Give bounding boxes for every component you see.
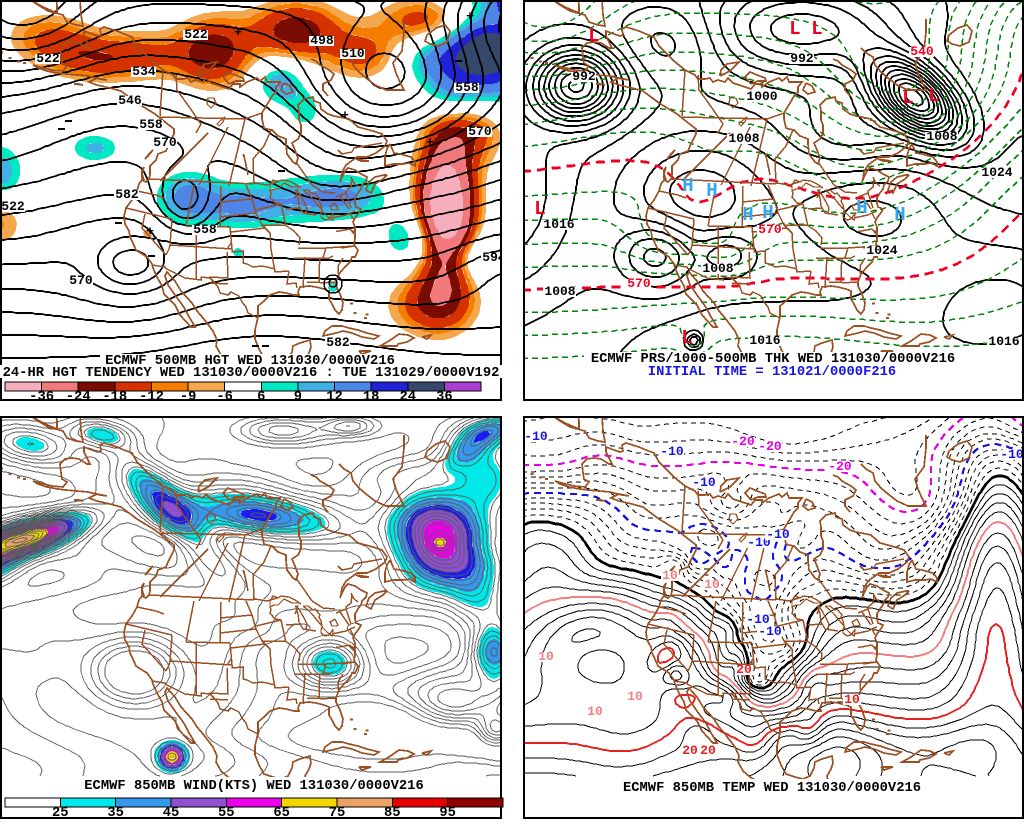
svg-text:L: L — [902, 87, 913, 109]
svg-text:594: 594 — [482, 250, 506, 265]
svg-text:1016: 1016 — [988, 334, 1019, 349]
svg-text:1024: 1024 — [981, 165, 1012, 180]
svg-text:10: 10 — [662, 568, 678, 583]
svg-text:H: H — [856, 197, 867, 219]
svg-text:L: L — [789, 18, 800, 40]
svg-text:L: L — [534, 198, 545, 220]
svg-text:ECMWF 850MB TEMP WED 131030/00: ECMWF 850MB TEMP WED 131030/0000V216 — [623, 780, 921, 796]
svg-text:1000: 1000 — [746, 89, 777, 104]
svg-text:1024: 1024 — [866, 243, 897, 258]
svg-text:-10: -10 — [766, 527, 790, 542]
svg-text:558: 558 — [193, 222, 217, 237]
svg-text:H: H — [682, 175, 693, 197]
svg-text:H: H — [706, 180, 717, 202]
svg-text:-36: -36 — [29, 390, 54, 405]
svg-text:85: 85 — [384, 806, 401, 819]
svg-text:1008: 1008 — [544, 284, 575, 299]
svg-text:20: 20 — [736, 662, 752, 677]
svg-text:582: 582 — [115, 187, 139, 202]
svg-text:65: 65 — [273, 806, 290, 819]
svg-text:-10: -10 — [660, 444, 684, 459]
svg-text:-20: -20 — [828, 459, 852, 474]
svg-text:510: 510 — [341, 46, 365, 61]
svg-text:L: L — [928, 85, 939, 107]
svg-text:1008: 1008 — [926, 129, 957, 144]
svg-text:546: 546 — [118, 93, 142, 108]
svg-text:ECMWF 500MB HGT WED 131030/000: ECMWF 500MB HGT WED 131030/0000V216 — [105, 353, 395, 369]
svg-text:+: + — [341, 108, 349, 123]
svg-text:ECMWF 850MB WIND(KTS) WED 1310: ECMWF 850MB WIND(KTS) WED 131030/0000V21… — [84, 778, 423, 794]
svg-text:-10: -10 — [746, 612, 770, 627]
svg-text:H: H — [894, 204, 905, 226]
svg-text:-10: -10 — [692, 475, 716, 490]
svg-text:1016: 1016 — [749, 333, 780, 348]
svg-text:570: 570 — [69, 273, 93, 288]
svg-text:20: 20 — [682, 743, 698, 758]
svg-text:35: 35 — [107, 806, 124, 819]
svg-text:18: 18 — [363, 390, 380, 405]
svg-text:10: 10 — [627, 689, 643, 704]
svg-text:558: 558 — [139, 117, 163, 132]
svg-text:-10: -10 — [524, 429, 548, 444]
svg-text:-6: -6 — [216, 390, 233, 405]
svg-text:-10: -10 — [1000, 447, 1024, 462]
svg-text:95: 95 — [439, 806, 456, 819]
svg-text:570: 570 — [153, 135, 177, 150]
svg-text:L: L — [588, 25, 599, 47]
svg-text:570: 570 — [468, 124, 492, 139]
svg-text:-10: -10 — [758, 624, 782, 639]
svg-text:522: 522 — [36, 51, 60, 66]
svg-text:10: 10 — [704, 577, 720, 592]
svg-text:6: 6 — [257, 390, 265, 405]
svg-text:-24: -24 — [66, 390, 91, 405]
svg-text:36: 36 — [436, 390, 453, 405]
svg-text:1016: 1016 — [543, 217, 574, 232]
svg-text:10: 10 — [587, 704, 603, 719]
svg-text:INITIAL TIME = 131021/0000F216: INITIAL TIME = 131021/0000F216 — [648, 364, 896, 380]
svg-text:75: 75 — [329, 806, 346, 819]
svg-text:9: 9 — [294, 390, 302, 405]
svg-text:1008: 1008 — [728, 131, 759, 146]
svg-text:10: 10 — [844, 692, 860, 707]
svg-text:L: L — [811, 18, 822, 40]
svg-text:45: 45 — [163, 806, 180, 819]
svg-text:992: 992 — [572, 69, 596, 84]
svg-text:24: 24 — [400, 390, 417, 405]
svg-text:582: 582 — [326, 335, 350, 350]
svg-text:25: 25 — [52, 806, 69, 819]
svg-text:-18: -18 — [102, 390, 127, 405]
svg-text:+: + — [466, 9, 474, 24]
svg-text:-10: -10 — [747, 535, 771, 550]
svg-text:L: L — [681, 327, 692, 349]
svg-text:570: 570 — [627, 276, 651, 291]
svg-text:534: 534 — [132, 64, 156, 79]
svg-text:24-HR HGT TENDENCY WED 131030/: 24-HR HGT TENDENCY WED 131030/0000V216 :… — [3, 365, 500, 381]
svg-text:522: 522 — [1, 199, 25, 214]
svg-text:522: 522 — [184, 27, 208, 42]
svg-text:+: + — [234, 25, 242, 40]
svg-text:ECMWF PRS/1000-500MB THK WED 1: ECMWF PRS/1000-500MB THK WED 131030/0000… — [591, 351, 955, 367]
svg-text:55: 55 — [218, 806, 235, 819]
svg-text:10: 10 — [538, 649, 554, 664]
svg-text:+: + — [426, 135, 434, 150]
svg-text:498: 498 — [310, 33, 334, 48]
svg-text:558: 558 — [455, 80, 479, 95]
svg-text:992: 992 — [790, 51, 814, 66]
svg-text:H: H — [762, 202, 773, 224]
svg-text:-9: -9 — [180, 390, 197, 405]
svg-text:20: 20 — [700, 743, 716, 758]
svg-text:1008: 1008 — [702, 261, 733, 276]
svg-text:-20: -20 — [731, 434, 755, 449]
svg-text:+: + — [146, 224, 154, 239]
svg-text:12: 12 — [326, 390, 343, 405]
svg-text:-12: -12 — [139, 390, 164, 405]
svg-text:570: 570 — [758, 222, 782, 237]
svg-text:H: H — [742, 204, 753, 226]
svg-text:540: 540 — [910, 44, 934, 59]
svg-text:-20: -20 — [758, 439, 782, 454]
